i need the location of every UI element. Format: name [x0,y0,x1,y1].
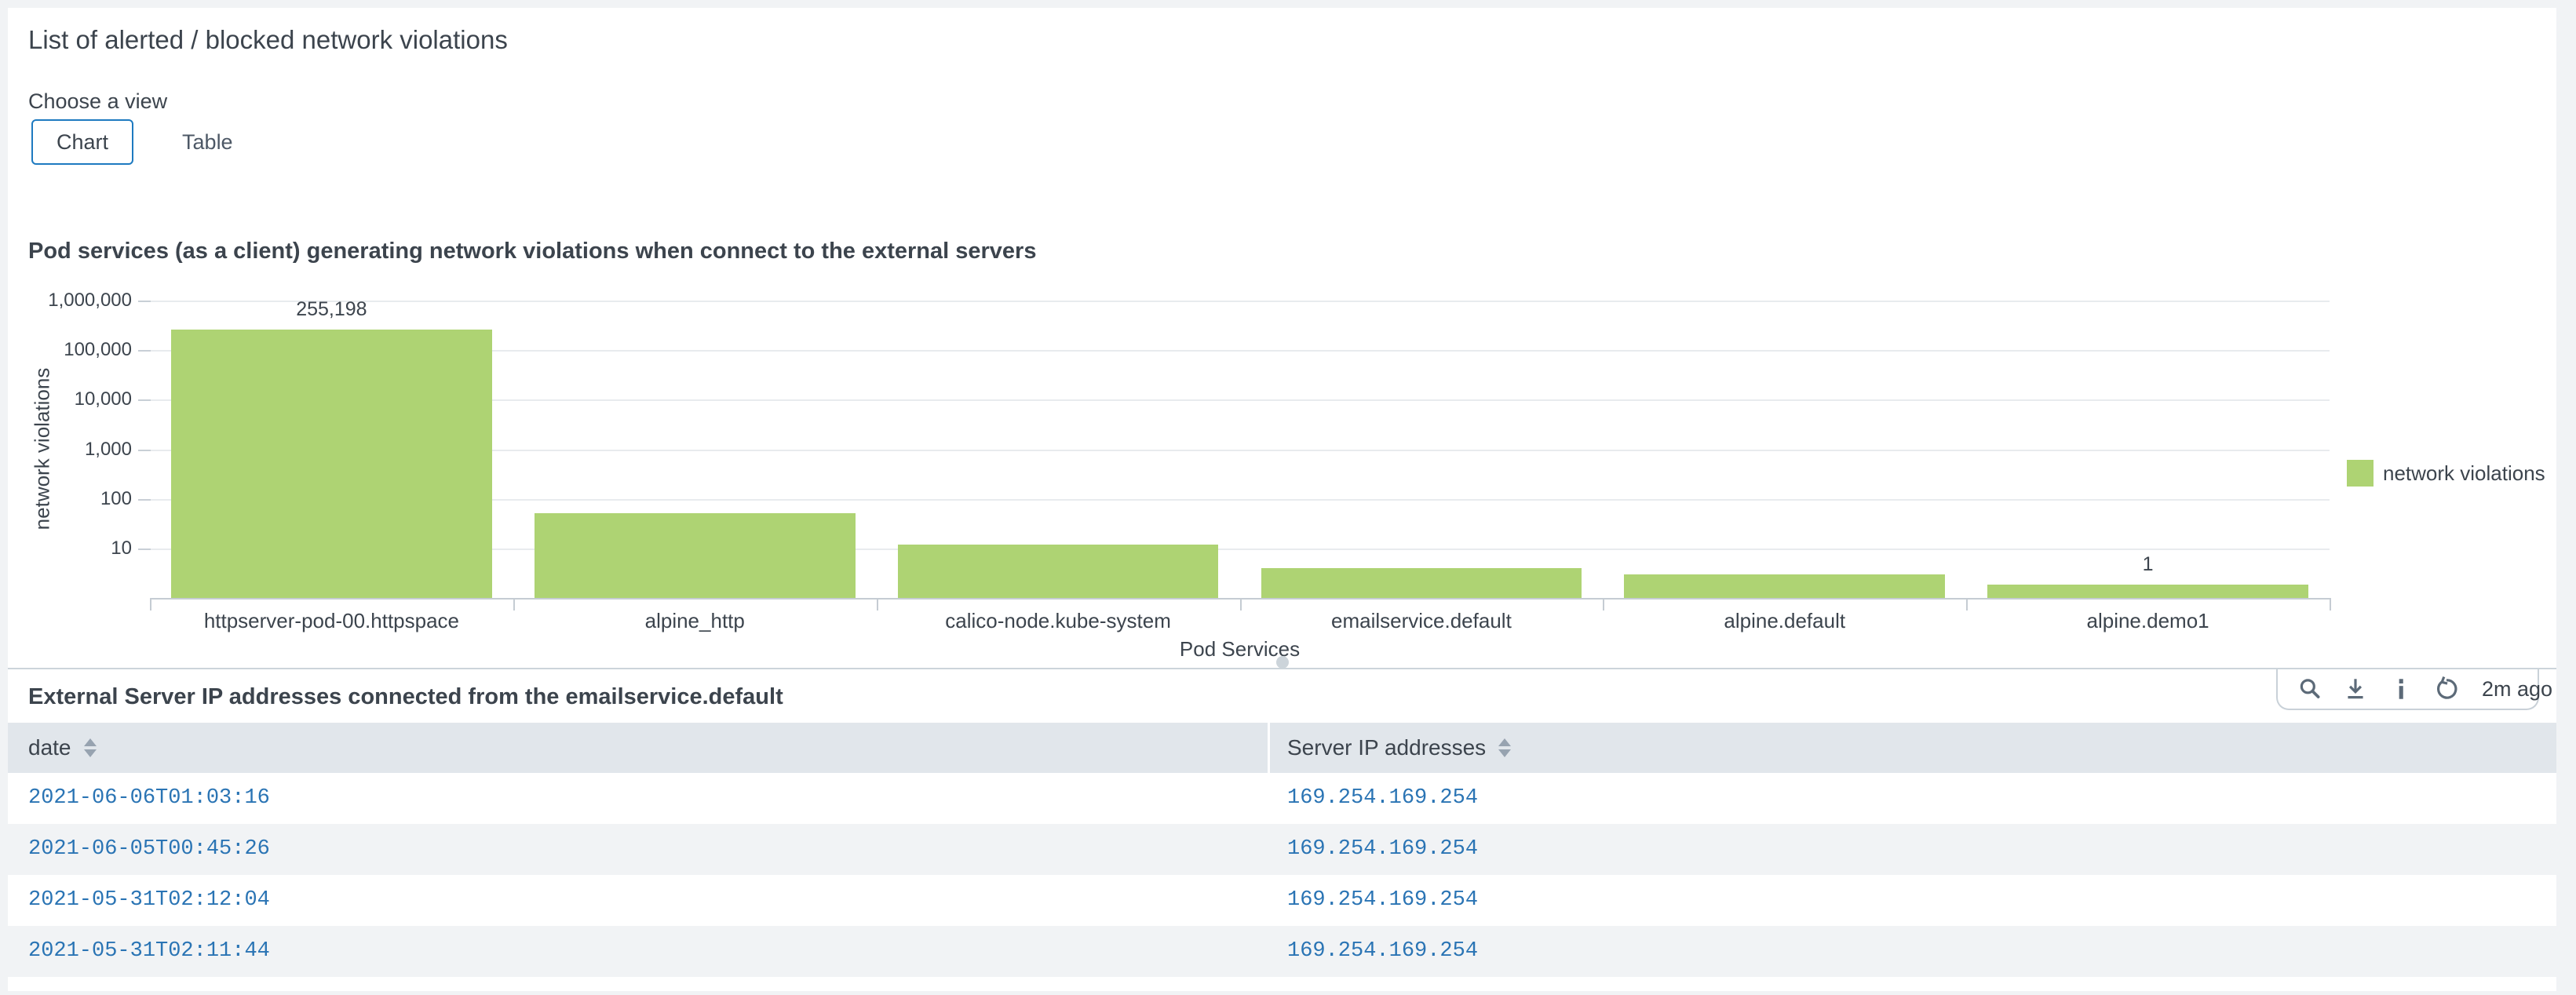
panel-divider [8,656,2556,669]
info-icon[interactable] [2388,676,2414,702]
bar-value-label: 255,198 [296,298,367,321]
date-cell[interactable]: 2021-06-06T01:03:16 [28,786,270,810]
x-axis-tick [1239,598,1242,610]
y-axis-tick [138,449,151,451]
y-axis-tick-label: 1,000,000 [48,290,132,311]
chart-bar-alpine.default[interactable] [1624,574,1946,598]
y-axis-tick [138,350,151,352]
chart-bar-httpserver-pod-00.httpspace[interactable] [171,330,492,598]
table-header-row: date Server IP addresses [8,723,2556,773]
x-axis-tick [513,598,515,610]
x-axis-category-label: alpine.default [1724,609,1846,632]
refresh-icon[interactable] [2433,676,2460,702]
x-axis-category-label: alpine_http [644,609,745,632]
table-row: 2021-05-31T02:11:44 169.254.169.254 [8,926,2556,977]
chart-title: Pod services (as a client) generating ne… [28,239,1037,264]
page-title: List of alerted / blocked network violat… [28,25,508,54]
server-ip-cell[interactable]: 169.254.169.254 [1287,837,1479,861]
bar-chart: network violations network violations 1,… [8,8,2556,991]
server-ip-cell[interactable]: 169.254.169.254 [1287,786,1479,810]
x-axis-tick [876,598,878,610]
y-axis-tick-label: 100,000 [64,339,132,361]
y-axis-tick [138,399,151,402]
gridline [150,301,2330,302]
y-axis-tick-label: 10,000 [74,388,132,410]
y-axis-tick [138,498,151,501]
download-icon[interactable] [2342,676,2369,702]
x-axis-tick [1966,598,1968,610]
y-axis-tick-label: 1,000 [84,438,132,460]
gridline [150,548,2330,550]
gridline [150,350,2330,352]
column-header-server-ip-addresses[interactable]: Server IP addresses [1287,723,1512,773]
x-axis-category-label: calico-node.kube-system [945,609,1171,632]
search-icon[interactable] [2297,676,2323,702]
column-header-label: Server IP addresses [1287,735,1487,760]
chart-bar-calico-node.kube-system[interactable] [897,544,1219,598]
chart-bar-alpine_http[interactable] [534,512,856,598]
y-axis-tick-label: 10 [111,537,132,559]
server-ip-cell[interactable]: 169.254.169.254 [1287,888,1479,912]
divider-drag-handle[interactable] [1275,656,1289,669]
column-divider [1268,723,1270,773]
chart-legend-item[interactable]: network violations [2347,460,2545,487]
view-option-chart[interactable]: Chart [31,119,134,165]
table-row: 2021-05-31T02:12:04 169.254.169.254 [8,875,2556,926]
date-cell[interactable]: 2021-06-05T00:45:26 [28,837,270,861]
date-cell[interactable]: 2021-05-31T02:12:04 [28,888,270,912]
table-row: 2021-06-05T00:45:26 169.254.169.254 [8,824,2556,875]
x-axis-title: Pod Services [1179,637,1301,661]
column-header-date[interactable]: date [28,723,97,773]
y-axis-tick [138,301,151,302]
chart-bar-alpine.demo1[interactable] [1987,585,2308,598]
server-ip-cell[interactable]: 169.254.169.254 [1287,939,1479,963]
x-axis-category-label: alpine.demo1 [2086,609,2209,632]
legend-label: network violations [2383,461,2545,485]
table-row: 2021-06-06T01:03:16 169.254.169.254 [8,773,2556,824]
gridline [150,449,2330,451]
x-axis-tick [2330,598,2331,610]
date-cell[interactable]: 2021-05-31T02:11:44 [28,939,270,963]
gridline [150,399,2330,402]
view-option-table[interactable]: Table [157,119,258,165]
x-axis-tick [150,598,151,610]
sort-icon[interactable] [1498,738,1512,757]
gridline [150,498,2330,501]
table-title: External Server IP addresses connected f… [28,684,783,709]
legend-swatch [2347,460,2373,487]
bar-value-label: 1 [2142,553,2154,575]
table-body: 2021-06-06T01:03:16 169.254.169.254 2021-0… [8,773,2556,977]
chart-bar-emailservice.default[interactable] [1261,567,1582,598]
x-axis-category-label: httpserver-pod-00.httpspace [203,609,460,632]
view-chooser: Chart Table [31,119,258,165]
table-toolbar: 2m ago [2276,669,2552,710]
column-header-label: date [28,735,71,760]
y-axis-tick [138,548,151,550]
y-axis-tick-label: 100 [100,487,132,509]
x-axis-category-label: emailservice.default [1331,609,1512,632]
last-updated-label: 2m ago [2482,676,2553,701]
dashboard-panel: List of alerted / blocked network violat… [8,8,2556,991]
view-chooser-label: Choose a view [28,89,168,113]
x-axis-tick [1603,598,1605,610]
sort-icon[interactable] [83,738,97,757]
